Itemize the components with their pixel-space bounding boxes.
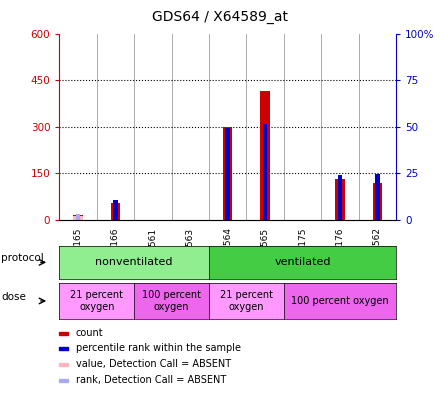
- Bar: [223, 127, 232, 220]
- Bar: [373, 183, 382, 220]
- Bar: [111, 203, 120, 220]
- Text: GDS64 / X64589_at: GDS64 / X64589_at: [152, 10, 288, 24]
- Bar: [73, 216, 83, 220]
- Text: ventilated: ventilated: [274, 257, 331, 267]
- Bar: [260, 91, 270, 220]
- Bar: [337, 175, 342, 220]
- Bar: [375, 174, 380, 220]
- Bar: [73, 215, 83, 220]
- Text: 21 percent
oxygen: 21 percent oxygen: [70, 290, 123, 312]
- Bar: [263, 124, 268, 220]
- Bar: [59, 331, 69, 335]
- Bar: [59, 363, 69, 366]
- Bar: [225, 128, 230, 220]
- Text: 21 percent
oxygen: 21 percent oxygen: [220, 290, 273, 312]
- Text: value, Detection Call = ABSENT: value, Detection Call = ABSENT: [76, 359, 231, 369]
- Text: 100 percent
oxygen: 100 percent oxygen: [142, 290, 201, 312]
- Text: rank, Detection Call = ABSENT: rank, Detection Call = ABSENT: [76, 375, 226, 385]
- Text: count: count: [76, 328, 103, 338]
- Text: 100 percent oxygen: 100 percent oxygen: [291, 296, 389, 306]
- Bar: [76, 214, 81, 220]
- Text: protocol: protocol: [1, 253, 44, 263]
- Text: dose: dose: [1, 292, 26, 302]
- Bar: [335, 179, 345, 220]
- Bar: [113, 200, 118, 220]
- Bar: [59, 347, 69, 350]
- Text: nonventilated: nonventilated: [95, 257, 173, 267]
- Text: percentile rank within the sample: percentile rank within the sample: [76, 343, 241, 353]
- Bar: [59, 379, 69, 382]
